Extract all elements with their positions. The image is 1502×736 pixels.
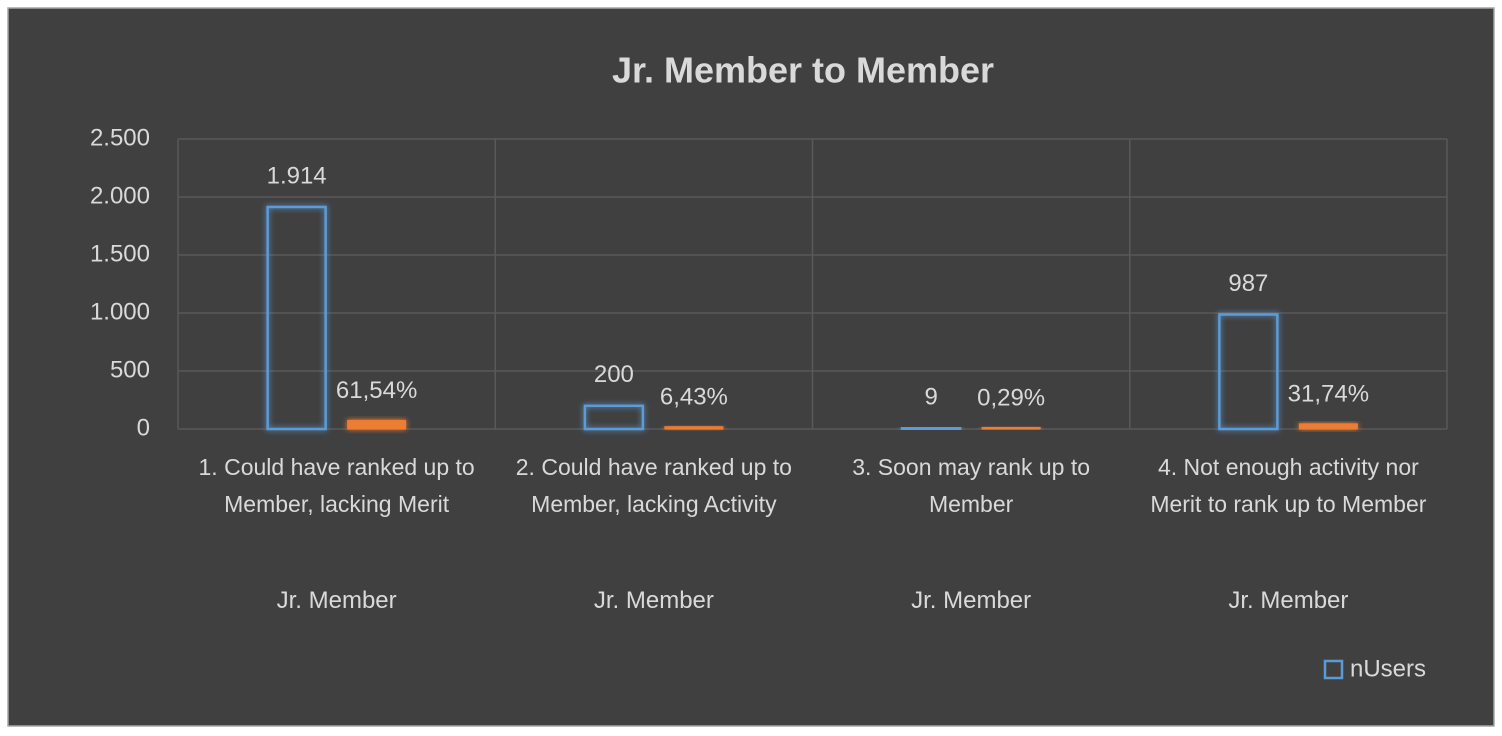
data-label: 1.914 bbox=[267, 162, 327, 189]
y-tick-label: 0 bbox=[137, 414, 150, 441]
bar bbox=[347, 419, 407, 430]
y-tick-label: 1.500 bbox=[90, 240, 150, 267]
bar bbox=[900, 426, 962, 431]
x-tick-label: 4. Not enough activity nor Merit to rank… bbox=[1150, 454, 1427, 517]
y-tick-label: 2.500 bbox=[90, 124, 150, 151]
group-label: Jr. Member bbox=[911, 587, 1032, 614]
bar bbox=[583, 404, 645, 431]
bar bbox=[664, 426, 724, 430]
group-label: Jr. Member bbox=[593, 587, 714, 614]
y-tick-label: 2.000 bbox=[90, 182, 150, 209]
data-label: 9 bbox=[924, 383, 937, 410]
y-tick-label: 500 bbox=[110, 356, 150, 383]
bar bbox=[981, 426, 1041, 430]
group-label: Jr. Member bbox=[276, 587, 397, 614]
x-tick-label: 3. Soon may rank up to Member bbox=[852, 454, 1091, 517]
data-label: 987 bbox=[1228, 270, 1268, 297]
bar bbox=[266, 205, 327, 431]
group-label: Jr. Member bbox=[1228, 587, 1349, 614]
x-tick-label: 2. Could have ranked up to Member, lacki… bbox=[515, 454, 792, 517]
data-label: 6,43% bbox=[660, 384, 728, 411]
legend-label: nUsers bbox=[1350, 655, 1426, 682]
bar bbox=[1298, 423, 1358, 430]
x-tick-label: 1. Could have ranked up to Member, lacki… bbox=[198, 454, 475, 517]
legend-swatch bbox=[1323, 659, 1344, 680]
data-label: 0,29% bbox=[977, 384, 1045, 411]
y-tick-label: 1.000 bbox=[90, 298, 150, 325]
bar bbox=[1218, 313, 1279, 431]
chart-background bbox=[7, 7, 1495, 727]
data-label: 61,54% bbox=[336, 377, 417, 404]
data-label: 31,74% bbox=[1288, 381, 1369, 408]
chart-title: Jr. Member to Member bbox=[612, 50, 994, 91]
data-label: 200 bbox=[594, 361, 634, 388]
